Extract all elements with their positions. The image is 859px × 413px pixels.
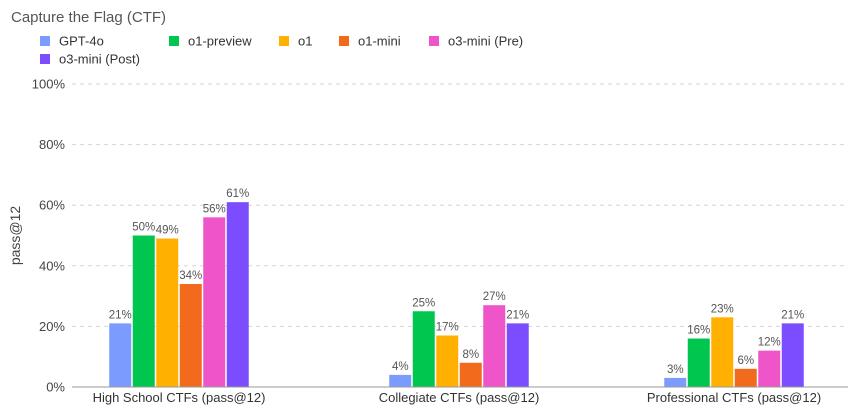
bar [389, 374, 412, 387]
data-label: 21% [781, 309, 804, 321]
bar [506, 323, 529, 387]
bar [226, 202, 249, 387]
x-category-label: Professional CTFs (pass@12) [647, 390, 821, 405]
y-tick-label: 20% [39, 319, 65, 334]
y-tick-label: 100% [32, 77, 66, 92]
data-label: 61% [226, 188, 249, 200]
legend-label: o3-mini (Pre) [448, 34, 523, 49]
legend-label: o1 [298, 34, 312, 49]
y-tick-label: 0% [46, 380, 65, 395]
data-label: 25% [412, 297, 435, 309]
legend-label: o1-mini [358, 34, 401, 49]
y-axis-ticks: 0% 20% 40% 60% 80% 100% [32, 77, 66, 395]
y-tick-label: 60% [39, 198, 65, 213]
legend-swatch [40, 54, 50, 64]
bar [459, 362, 482, 387]
data-label: 3% [667, 364, 684, 376]
legend-label: GPT-4o [59, 34, 104, 49]
bar [109, 323, 132, 387]
y-tick-label: 40% [39, 258, 65, 273]
bar [203, 217, 226, 387]
category-labels: High School CTFs (pass@12) Collegiate CTF… [93, 390, 822, 405]
data-label: 4% [392, 361, 409, 373]
bar [132, 235, 155, 387]
legend-label: o3-mini (Post) [59, 52, 140, 67]
bar [711, 317, 734, 387]
x-category-label: Collegiate CTFs (pass@12) [379, 390, 540, 405]
legend-swatch [40, 36, 50, 46]
legend-swatch [429, 36, 439, 46]
data-label: 27% [483, 291, 506, 303]
data-label: 49% [156, 225, 179, 237]
legend-swatch [279, 36, 289, 46]
y-tick-label: 80% [39, 137, 65, 152]
chart-title: Capture the Flag (CTF) [11, 9, 166, 26]
bars [109, 202, 804, 387]
bar [758, 350, 781, 387]
legend: GPT-4o o1-preview o1 o1-mini o3-mini (Pre) o3… [40, 34, 523, 67]
data-label: 17% [436, 321, 459, 333]
y-axis-label: pass@12 [7, 206, 23, 266]
x-category-label: High School CTFs (pass@12) [93, 390, 266, 405]
bar [179, 283, 202, 387]
data-label: 8% [462, 349, 479, 361]
data-label: 21% [109, 309, 132, 321]
bar [781, 323, 804, 387]
bar [483, 305, 506, 387]
legend-swatch [339, 36, 349, 46]
bar [412, 311, 435, 387]
data-label: 6% [737, 355, 754, 367]
bar [664, 377, 687, 387]
legend-label: o1-preview [188, 34, 252, 49]
data-label: 23% [711, 303, 734, 315]
data-label: 34% [179, 270, 202, 282]
data-labels: 21%50% 49%34%56%61%4%25%17%8%27%21%3%16%2… [109, 188, 805, 376]
bar [156, 238, 179, 387]
legend-swatch [169, 36, 179, 46]
bar [687, 338, 710, 387]
data-label: 12% [758, 337, 781, 349]
data-label: 56% [203, 203, 226, 215]
bar [436, 335, 459, 387]
data-label: 50% [132, 222, 155, 234]
data-label: 16% [687, 325, 710, 337]
bar [734, 368, 757, 387]
data-label: 21% [506, 309, 529, 321]
